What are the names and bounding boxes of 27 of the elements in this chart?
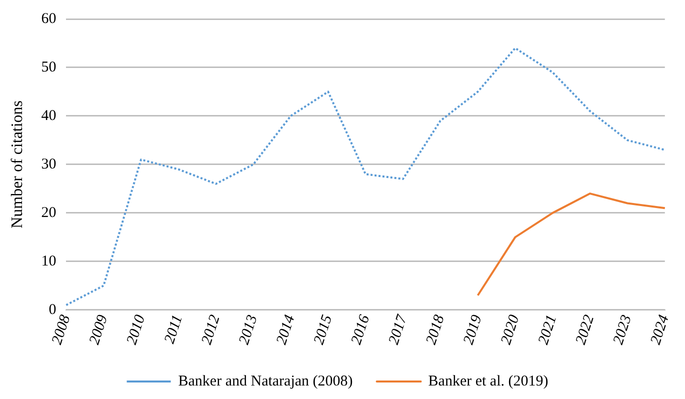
y-tick-label: 50: [41, 59, 56, 76]
x-tick-label: 2009: [86, 312, 112, 347]
x-tick-label: 2011: [162, 313, 186, 346]
x-tick-label: 2022: [573, 312, 598, 347]
y-tick-label: 60: [41, 10, 56, 27]
y-tick-label: 0: [48, 302, 56, 318]
x-tick-label: 2016: [348, 312, 374, 347]
y-tick-label: 20: [41, 204, 56, 221]
x-tick-label: 2019: [460, 312, 486, 347]
x-tick-label: 2012: [198, 312, 224, 347]
y-tick-label: 40: [41, 108, 56, 124]
line-series: [65, 47, 666, 306]
x-tick-label: 2010: [124, 312, 149, 347]
y-tick-label: 10: [41, 253, 56, 270]
x-tick-label: 2021: [536, 313, 560, 347]
x-tick-label: 2020: [498, 312, 523, 347]
x-tick-label: 2024: [648, 312, 673, 347]
x-tick-label: 2013: [236, 313, 261, 347]
x-tick-label: 2018: [423, 312, 448, 347]
x-tick-label: 2023: [610, 313, 636, 347]
x-tick-label: 2017: [386, 312, 411, 347]
x-tick-label: 2014: [274, 312, 298, 347]
x-tick-label: 2015: [311, 312, 336, 347]
y-axis-title: Number of citations: [8, 100, 26, 228]
legend-label: Banker et al. (2019): [428, 373, 548, 390]
y-tick-label: 30: [41, 156, 56, 172]
legend-label: Banker and Natarajan (2008): [178, 373, 353, 390]
